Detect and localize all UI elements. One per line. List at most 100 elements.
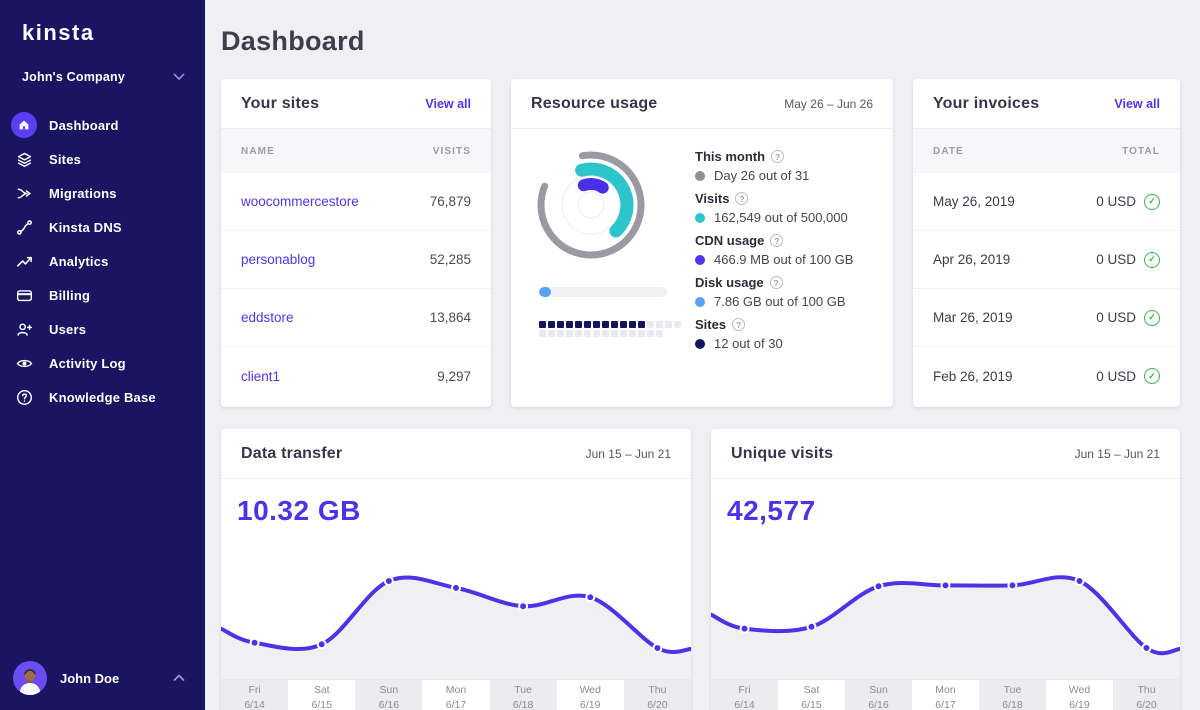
site-square	[539, 330, 546, 337]
site-square	[656, 321, 663, 328]
legend-dot	[695, 212, 705, 223]
chevron-up-icon	[173, 669, 185, 687]
site-name-link[interactable]: personablog	[241, 252, 316, 267]
invoice-row[interactable]: Apr 26, 2019 0 USD ✓	[913, 231, 1180, 289]
trend-up-icon	[11, 248, 37, 274]
axis-label: Sat 6/15	[311, 684, 332, 710]
metric-visits: Visits ? 162,549 out of 500,000	[695, 191, 875, 225]
site-square	[647, 330, 654, 337]
paid-check-icon: ✓	[1144, 193, 1160, 210]
sidebar-item-users[interactable]: Users	[11, 316, 205, 342]
paid-check-icon: ✓	[1144, 251, 1160, 268]
help-icon[interactable]: ?	[770, 234, 784, 247]
invoice-date: Feb 26, 2019	[933, 368, 1013, 384]
sidebar-item-analytics[interactable]: Analytics	[11, 248, 205, 274]
metric-label: Disk usage	[695, 275, 764, 290]
sites-usage-squares	[539, 321, 689, 337]
site-square	[566, 330, 573, 337]
layers-icon	[11, 146, 37, 172]
axis-label: Sun 6/16	[355, 680, 423, 710]
sidebar-item-label: Users	[49, 321, 87, 337]
sidebar-item-label: Dashboard	[49, 117, 119, 133]
invoice-date: Apr 26, 2019	[933, 252, 1011, 267]
invoices-view-all-link[interactable]: View all	[1114, 96, 1160, 111]
company-selector[interactable]: John's Company	[22, 70, 185, 84]
eye-icon	[11, 350, 37, 376]
site-square	[674, 321, 681, 328]
site-square	[602, 330, 609, 337]
site-visits: 76,879	[429, 194, 471, 209]
home-icon	[11, 112, 37, 138]
sidebar-item-kinsta-dns[interactable]: Kinsta DNS	[11, 214, 205, 240]
your-sites-card: Your sites View all NAME VISITS woocomme…	[221, 79, 491, 407]
resource-donut-chart	[537, 151, 645, 259]
invoice-row[interactable]: May 26, 2019 0 USD ✓	[913, 173, 1180, 231]
axis-label: Sun 6/16	[845, 680, 912, 710]
axis-label: Thu 6/20	[623, 680, 691, 710]
sidebar-item-sites[interactable]: Sites	[11, 146, 205, 172]
legend-dot	[695, 170, 705, 181]
site-square	[575, 330, 582, 337]
sidebar-item-billing[interactable]: Billing	[11, 282, 205, 308]
data-transfer-card: Data transfer Jun 15 – Jun 21 10.32 GB F…	[221, 429, 691, 710]
help-icon[interactable]: ?	[771, 150, 785, 163]
metric-value: 466.9 MB out of 100 GB	[714, 252, 854, 267]
metric-this-month: This month ? Day 26 out of 31	[695, 149, 875, 183]
metric-label: CDN usage	[695, 233, 765, 248]
site-name-link[interactable]: eddstore	[241, 310, 294, 325]
card-title: Resource usage	[531, 94, 658, 112]
help-icon[interactable]: ?	[732, 318, 746, 331]
invoices-table-header: DATE TOTAL	[913, 129, 1180, 173]
metric-label: Sites	[695, 317, 727, 332]
kinsta-logo: kinsta	[22, 20, 95, 45]
site-square	[647, 321, 654, 328]
sidebar-item-label: Knowledge Base	[49, 389, 156, 405]
site-square	[584, 330, 591, 337]
sidebar-item-label: Activity Log	[49, 355, 126, 371]
site-row: woocommercestore 76,879	[221, 173, 491, 231]
invoice-row[interactable]: Mar 26, 2019 0 USD ✓	[913, 289, 1180, 347]
site-name-link[interactable]: client1	[241, 368, 281, 384]
invoice-amount: 0 USD	[1096, 310, 1136, 325]
route-icon	[11, 214, 37, 240]
site-name-link[interactable]: woocommercestore	[241, 194, 359, 209]
site-square	[629, 330, 636, 337]
unique-visits-line-chart	[711, 575, 1180, 679]
invoice-date: Mar 26, 2019	[933, 310, 1013, 325]
site-square	[548, 321, 555, 328]
site-square	[620, 330, 627, 337]
axis-label: Wed 6/19	[1068, 684, 1091, 710]
metric-sites: Sites ? 12 out of 30	[695, 317, 875, 351]
main-content: Dashboard Your sites View all NAME VISIT…	[205, 0, 1200, 710]
invoice-amount: 0 USD	[1096, 194, 1136, 209]
company-name: John's Company	[22, 70, 126, 84]
page-title: Dashboard	[221, 26, 365, 56]
site-row: eddstore 13,864	[221, 289, 491, 347]
site-row: personablog 52,285	[221, 231, 491, 289]
chart-date-range: Jun 15 – Jun 21	[1074, 446, 1160, 461]
site-visits: 9,297	[437, 368, 471, 384]
sidebar-item-activity-log[interactable]: Activity Log	[11, 350, 205, 376]
help-icon[interactable]: ?	[735, 192, 749, 205]
sidebar-item-knowledge-base[interactable]: Knowledge Base	[11, 384, 205, 410]
your-invoices-card: Your invoices View all DATE TOTAL May 26…	[913, 79, 1180, 407]
unique-visits-total: 42,577	[727, 495, 816, 526]
site-visits: 52,285	[429, 252, 471, 267]
sidebar-item-migrations[interactable]: Migrations	[11, 180, 205, 206]
sidebar-item-label: Sites	[49, 151, 82, 167]
sites-view-all-link[interactable]: View all	[425, 96, 471, 111]
site-square	[638, 330, 645, 337]
metric-label: Visits	[695, 191, 730, 206]
help-icon[interactable]: ?	[769, 276, 783, 289]
legend-dot	[695, 338, 705, 349]
site-square	[584, 321, 591, 328]
sidebar-item-dashboard[interactable]: Dashboard	[11, 112, 205, 138]
column-total: TOTAL	[1122, 145, 1160, 157]
site-square	[539, 321, 546, 328]
user-menu[interactable]: John Doe	[0, 656, 205, 700]
axis-label: Mon 6/17	[445, 684, 467, 710]
site-square	[611, 321, 618, 328]
invoice-row[interactable]: Feb 26, 2019 0 USD ✓	[913, 347, 1180, 405]
x-axis: Fri 6/14 Sat 6/15 Sun 6/16 Mon 6/17 Tue 6/18 …	[221, 679, 691, 710]
sidebar-item-label: Analytics	[49, 253, 109, 269]
